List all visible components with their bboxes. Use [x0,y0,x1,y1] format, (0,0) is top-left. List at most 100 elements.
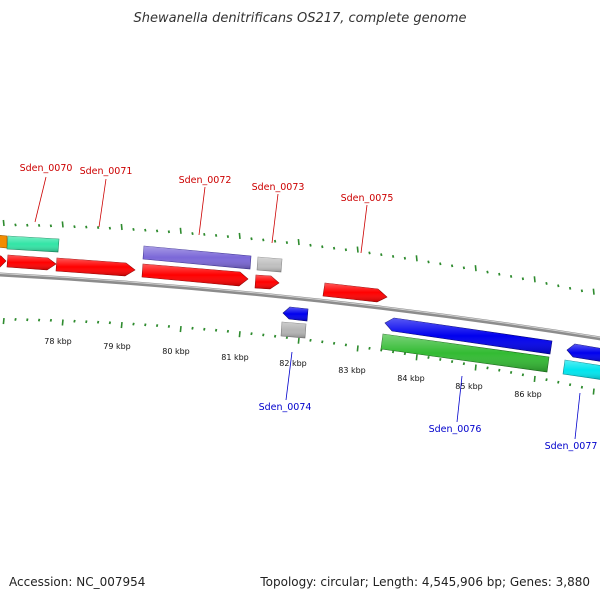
reverse-tick [309,338,312,342]
gene-label-sden-0073[interactable]: Sden_0073 [252,182,305,193]
scale-label-79kbp: 79 kbp [103,342,131,351]
feature-gene-sden-0074[interactable] [280,321,307,339]
forward-tick [203,232,206,236]
forward-tick [226,235,230,239]
reverse-tick [580,385,584,389]
forward-tick [132,227,135,231]
map-title: Shewanella denitrificans OS217, complete… [134,11,467,26]
accession-text: Accession: NC_007954 [9,575,145,589]
feature-cds-reverse-sden-0076[interactable] [384,317,553,355]
forward-tick [462,266,466,270]
forward-tick [427,260,430,264]
forward-tick [521,277,525,281]
forward-tick [415,255,418,262]
forward-tick [214,233,218,237]
gene-label-sden-0074[interactable]: Sden_0074 [259,402,312,413]
reverse-tick [144,323,147,327]
forward-tick [450,264,454,268]
feature-gene-orange[interactable] [0,235,8,249]
reverse-tick [132,322,135,326]
gene-label-sden-0076[interactable]: Sden_0076 [429,424,482,435]
reverse-tick [238,331,241,338]
scale-label-78kbp: 78 kbp [44,337,72,346]
forward-tick [321,245,324,249]
reverse-tick [108,321,112,325]
reverse-tick [568,383,572,387]
forward-tick [545,281,548,285]
forward-tick [580,289,584,293]
feature-cds-reverse-sden-0074[interactable] [282,306,309,322]
reverse-tick [498,368,501,372]
feature-cds-forward-4[interactable] [141,263,249,287]
gene-label-sden-0072[interactable]: Sden_0072 [179,175,232,186]
forward-tick [403,256,407,260]
reverse-tick [415,354,418,361]
forward-tick [533,276,536,283]
feature-gene-sden-0076[interactable] [380,333,550,373]
reverse-tick [191,326,194,330]
reverse-tick [391,350,395,354]
reverse-tick [592,388,595,395]
scale-labels: 78 kbp 79 kbp 80 kbp 81 kbp 82 kbp 83 kb… [44,337,542,399]
forward-tick [486,270,489,274]
forward-tick [592,288,595,295]
forward-tick [498,272,501,276]
scale-label-83kbp: 83 kbp [338,366,366,375]
scale-label-86kbp: 86 kbp [514,390,542,399]
feature-cds-forward-5[interactable] [254,274,280,290]
forward-tick [26,223,29,227]
reverse-tick [96,320,100,324]
gene-label-sden-0071[interactable]: Sden_0071 [80,166,133,177]
forward-tick [2,219,5,227]
feature-cds-forward-2[interactable] [6,254,57,271]
scale-label-80kbp: 80 kbp [162,347,190,356]
forward-tick [238,232,241,239]
reverse-tick [486,366,489,370]
reverse-tick [2,318,5,325]
feature-gene-sden-0077[interactable] [562,359,600,380]
forward-tick [49,224,53,228]
reverse-tick [356,345,359,352]
feature-gene-sden-0070[interactable] [6,235,60,253]
backbone-highlight [0,273,600,338]
reverse-tick [262,333,265,337]
gene-label-sden-0077[interactable]: Sden_0077 [545,441,598,452]
forward-tick [285,241,289,245]
forward-tick [120,223,123,231]
reverse-tick [521,373,525,377]
forward-tick [167,230,171,234]
forward-tick [568,286,572,290]
reverse-tick [49,318,53,322]
forward-tick [14,223,17,227]
gene-label-sden-0075[interactable]: Sden_0075 [341,193,394,204]
reverse-tick [545,378,548,382]
forward-tick [297,239,300,246]
feature-cds-forward-3[interactable] [55,257,136,277]
forward-tick [179,227,182,234]
forward-tick [356,246,359,253]
feature-cds-forward-6[interactable] [322,282,388,303]
feature-gene-sden-0073[interactable] [256,256,283,273]
forward-tick [108,226,112,230]
forward-tick [37,223,41,227]
reverse-tick-ring [2,317,595,395]
forward-tick [332,246,336,250]
forward-tick [557,284,560,288]
reverse-tick [14,317,17,321]
feature-gene-sden-0072[interactable] [142,245,252,270]
forward-tick [380,253,383,257]
feature-track [0,235,600,380]
forward-tick [262,238,265,242]
feature-cds-forward-1[interactable] [0,255,7,268]
forward-tick-ring [2,219,595,295]
forward-tick [73,225,76,229]
reverse-tick [155,324,159,328]
feature-cds-reverse-sden-0077[interactable] [566,343,600,362]
forward-tick [250,237,253,241]
reverse-tick [427,355,430,359]
reverse-tick [557,380,560,384]
gene-label-sden-0070[interactable]: Sden_0070 [20,163,73,174]
reverse-tick [203,327,206,331]
forward-tick [309,243,312,247]
